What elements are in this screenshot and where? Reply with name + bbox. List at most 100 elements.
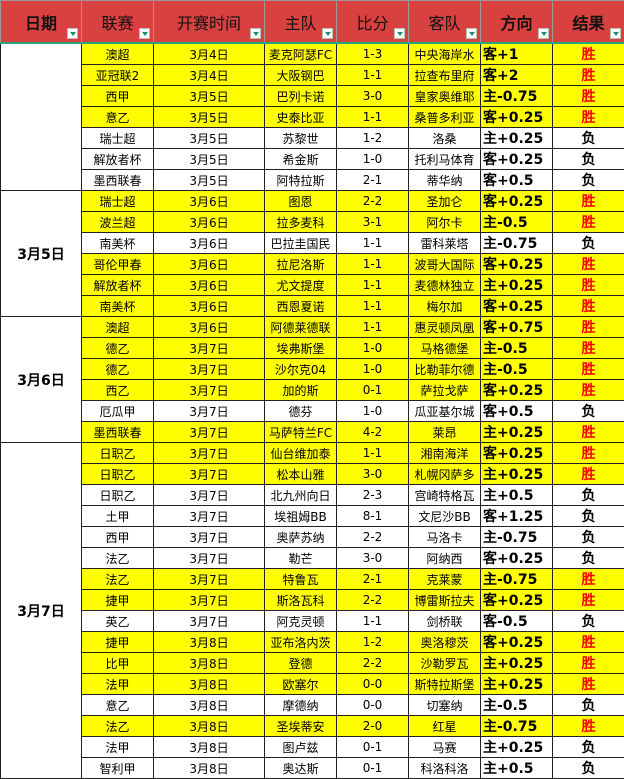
direction-cell[interactable]: 主-0.5 bbox=[481, 338, 553, 359]
kickoff-cell[interactable]: 3月6日 bbox=[154, 212, 265, 233]
score-cell[interactable]: 1-2 bbox=[337, 128, 409, 149]
away-cell[interactable]: 波哥大国际 bbox=[409, 254, 481, 275]
date-cell[interactable]: 3月7日 bbox=[1, 443, 82, 779]
away-cell[interactable]: 皇家奥维耶 bbox=[409, 86, 481, 107]
direction-cell[interactable]: 客+1.25 bbox=[481, 506, 553, 527]
home-cell[interactable]: 欧塞尔 bbox=[265, 674, 337, 695]
direction-cell[interactable]: 客+1 bbox=[481, 43, 553, 65]
direction-cell[interactable]: 主+0.25 bbox=[481, 674, 553, 695]
direction-cell[interactable]: 主-0.75 bbox=[481, 233, 553, 254]
kickoff-cell[interactable]: 3月7日 bbox=[154, 590, 265, 611]
score-cell[interactable]: 1-1 bbox=[337, 233, 409, 254]
league-cell[interactable]: 日职乙 bbox=[82, 485, 154, 506]
away-cell[interactable]: 科洛科洛 bbox=[409, 758, 481, 779]
score-cell[interactable]: 1-1 bbox=[337, 65, 409, 86]
home-cell[interactable]: 摩德纳 bbox=[265, 695, 337, 716]
kickoff-cell[interactable]: 3月7日 bbox=[154, 485, 265, 506]
kickoff-cell[interactable]: 3月7日 bbox=[154, 611, 265, 632]
home-cell[interactable]: 亚布洛内茨 bbox=[265, 632, 337, 653]
result-cell[interactable]: 负 bbox=[553, 233, 624, 254]
date-cell[interactable] bbox=[1, 43, 82, 191]
result-cell[interactable]: 胜 bbox=[553, 296, 624, 317]
direction-cell[interactable]: 主-0.5 bbox=[481, 695, 553, 716]
result-cell[interactable]: 胜 bbox=[553, 632, 624, 653]
result-cell[interactable]: 胜 bbox=[553, 43, 624, 65]
league-cell[interactable]: 捷甲 bbox=[82, 632, 154, 653]
result-cell[interactable]: 胜 bbox=[553, 653, 624, 674]
score-cell[interactable]: 1-0 bbox=[337, 359, 409, 380]
away-cell[interactable]: 沙勒罗瓦 bbox=[409, 653, 481, 674]
result-cell[interactable]: 胜 bbox=[553, 275, 624, 296]
away-cell[interactable]: 切塞纳 bbox=[409, 695, 481, 716]
home-cell[interactable]: 拉多麦科 bbox=[265, 212, 337, 233]
filter-dropdown-icon[interactable] bbox=[538, 28, 549, 39]
score-cell[interactable]: 0-0 bbox=[337, 674, 409, 695]
league-cell[interactable]: 南美杯 bbox=[82, 296, 154, 317]
kickoff-cell[interactable]: 3月7日 bbox=[154, 527, 265, 548]
away-cell[interactable]: 克莱蒙 bbox=[409, 569, 481, 590]
result-cell[interactable]: 负 bbox=[553, 401, 624, 422]
league-cell[interactable]: 德乙 bbox=[82, 338, 154, 359]
direction-cell[interactable]: 客-0.5 bbox=[481, 611, 553, 632]
home-cell[interactable]: 巴拉圭国民 bbox=[265, 233, 337, 254]
score-cell[interactable]: 1-1 bbox=[337, 107, 409, 128]
league-cell[interactable]: 西甲 bbox=[82, 86, 154, 107]
score-cell[interactable]: 2-1 bbox=[337, 569, 409, 590]
league-cell[interactable]: 墨西联春 bbox=[82, 422, 154, 443]
result-cell[interactable]: 胜 bbox=[553, 254, 624, 275]
home-cell[interactable]: 特鲁瓦 bbox=[265, 569, 337, 590]
league-cell[interactable]: 解放者杯 bbox=[82, 149, 154, 170]
kickoff-cell[interactable]: 3月8日 bbox=[154, 716, 265, 737]
league-cell[interactable]: 日职乙 bbox=[82, 464, 154, 485]
kickoff-cell[interactable]: 3月7日 bbox=[154, 569, 265, 590]
away-cell[interactable]: 瓜亚基尔城 bbox=[409, 401, 481, 422]
league-cell[interactable]: 澳超 bbox=[82, 43, 154, 65]
away-cell[interactable]: 拉查布里府 bbox=[409, 65, 481, 86]
kickoff-cell[interactable]: 3月5日 bbox=[154, 107, 265, 128]
home-cell[interactable]: 沙尔克04 bbox=[265, 359, 337, 380]
home-cell[interactable]: 北九州向日 bbox=[265, 485, 337, 506]
home-cell[interactable]: 拉尼洛斯 bbox=[265, 254, 337, 275]
kickoff-cell[interactable]: 3月8日 bbox=[154, 695, 265, 716]
result-cell[interactable]: 负 bbox=[553, 128, 624, 149]
direction-cell[interactable]: 主+0.25 bbox=[481, 737, 553, 758]
direction-cell[interactable]: 主-0.75 bbox=[481, 86, 553, 107]
away-cell[interactable]: 文尼沙BB bbox=[409, 506, 481, 527]
score-cell[interactable]: 0-1 bbox=[337, 737, 409, 758]
away-cell[interactable]: 惠灵顿凤凰 bbox=[409, 317, 481, 338]
away-cell[interactable]: 洛桑 bbox=[409, 128, 481, 149]
score-cell[interactable]: 1-1 bbox=[337, 443, 409, 464]
away-cell[interactable]: 红星 bbox=[409, 716, 481, 737]
league-cell[interactable]: 法乙 bbox=[82, 716, 154, 737]
result-cell[interactable]: 负 bbox=[553, 758, 624, 779]
kickoff-cell[interactable]: 3月6日 bbox=[154, 317, 265, 338]
home-cell[interactable]: 希金斯 bbox=[265, 149, 337, 170]
score-cell[interactable]: 0-0 bbox=[337, 695, 409, 716]
home-cell[interactable]: 奥达斯 bbox=[265, 758, 337, 779]
league-cell[interactable]: 法乙 bbox=[82, 548, 154, 569]
league-cell[interactable]: 德乙 bbox=[82, 359, 154, 380]
away-cell[interactable]: 马格德堡 bbox=[409, 338, 481, 359]
kickoff-cell[interactable]: 3月6日 bbox=[154, 254, 265, 275]
kickoff-cell[interactable]: 3月7日 bbox=[154, 338, 265, 359]
result-cell[interactable]: 胜 bbox=[553, 443, 624, 464]
home-cell[interactable]: 图恩 bbox=[265, 191, 337, 212]
away-cell[interactable]: 莱昂 bbox=[409, 422, 481, 443]
kickoff-cell[interactable]: 3月7日 bbox=[154, 401, 265, 422]
away-cell[interactable]: 麦德林独立 bbox=[409, 275, 481, 296]
date-cell[interactable]: 3月6日 bbox=[1, 317, 82, 443]
league-cell[interactable]: 意乙 bbox=[82, 107, 154, 128]
kickoff-cell[interactable]: 3月4日 bbox=[154, 65, 265, 86]
direction-cell[interactable]: 主-0.75 bbox=[481, 527, 553, 548]
league-cell[interactable]: 意乙 bbox=[82, 695, 154, 716]
result-cell[interactable]: 胜 bbox=[553, 716, 624, 737]
score-cell[interactable]: 3-0 bbox=[337, 548, 409, 569]
home-cell[interactable]: 斯洛瓦科 bbox=[265, 590, 337, 611]
kickoff-cell[interactable]: 3月5日 bbox=[154, 170, 265, 191]
away-cell[interactable]: 剑桥联 bbox=[409, 611, 481, 632]
result-cell[interactable]: 胜 bbox=[553, 674, 624, 695]
score-cell[interactable]: 1-1 bbox=[337, 275, 409, 296]
result-cell[interactable]: 胜 bbox=[553, 107, 624, 128]
date-cell[interactable]: 3月5日 bbox=[1, 191, 82, 317]
league-cell[interactable]: 西甲 bbox=[82, 527, 154, 548]
